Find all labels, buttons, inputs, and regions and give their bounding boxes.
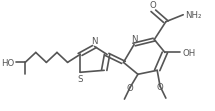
Text: S: S bbox=[77, 75, 83, 84]
Text: O: O bbox=[157, 83, 163, 92]
Text: N: N bbox=[91, 37, 98, 46]
Text: O: O bbox=[150, 1, 157, 10]
Text: NH₂: NH₂ bbox=[185, 11, 202, 20]
Text: OH: OH bbox=[182, 49, 196, 58]
Text: HO: HO bbox=[1, 59, 15, 68]
Text: N: N bbox=[131, 35, 137, 44]
Text: O: O bbox=[127, 84, 134, 93]
